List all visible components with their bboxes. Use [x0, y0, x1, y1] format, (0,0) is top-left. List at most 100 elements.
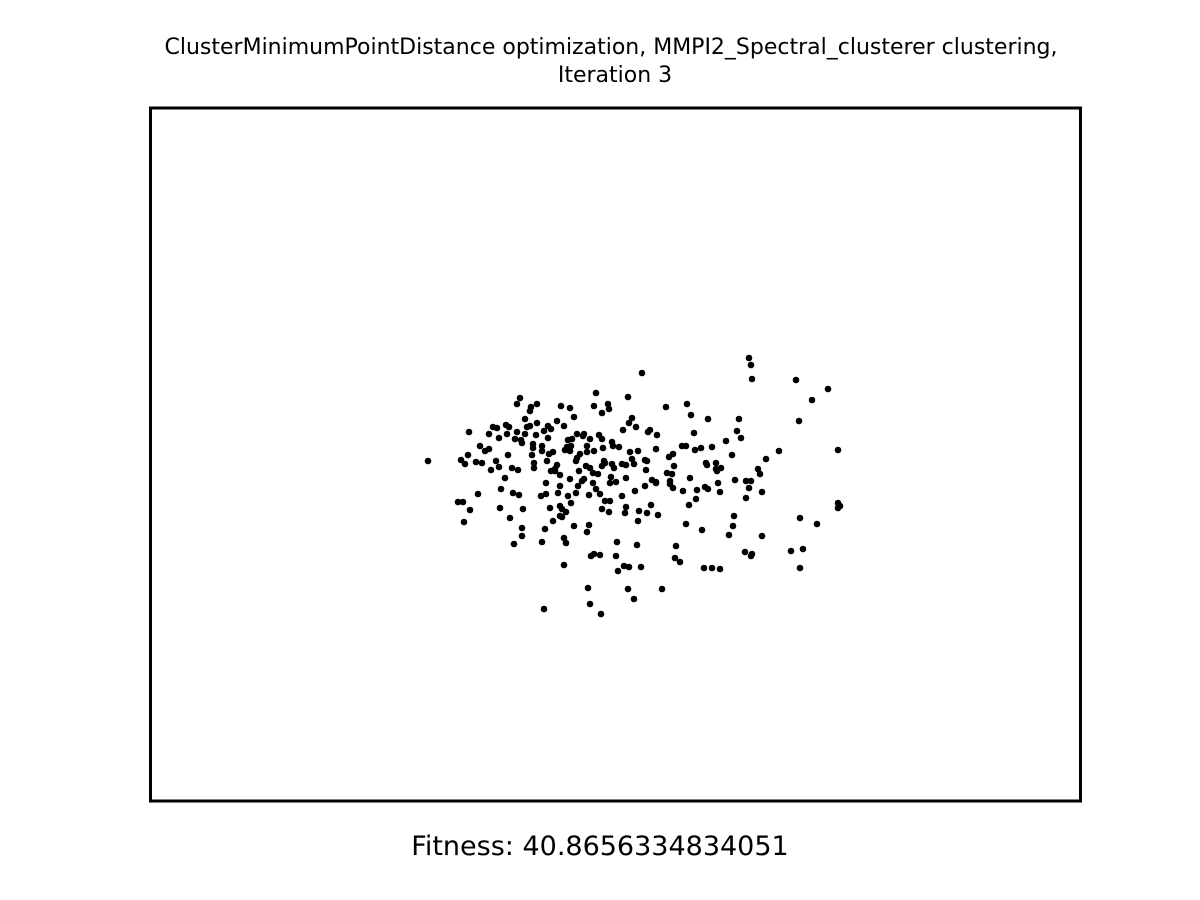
scatter-point: [528, 451, 536, 459]
scatter-point: [643, 457, 651, 465]
scatter-point: [653, 431, 661, 439]
x-axis-label: Fitness: 40.8656334834051: [411, 831, 788, 862]
scatter-point: [796, 514, 804, 522]
scatter-point: [589, 479, 597, 487]
scatter-point: [615, 443, 623, 451]
scatter-point: [647, 501, 655, 509]
scatter-point: [485, 430, 493, 438]
scatter-point: [654, 511, 662, 519]
scatter-point: [598, 435, 606, 443]
scatter-point: [722, 437, 730, 445]
scatter-point: [544, 434, 552, 442]
scatter-point: [454, 498, 462, 506]
scatter-point: [566, 404, 574, 412]
scatter-point: [670, 462, 678, 470]
scatter-point: [457, 456, 465, 464]
scatter-point: [608, 460, 616, 468]
scatter-point: [527, 403, 535, 411]
scatter-point: [745, 484, 753, 492]
scatter-point: [622, 461, 630, 469]
scatter-point: [631, 487, 639, 495]
scatter-point: [564, 492, 572, 500]
scatter-point: [612, 552, 620, 560]
scatter-point: [583, 448, 591, 456]
scatter-point: [542, 479, 550, 487]
scatter-point: [658, 585, 666, 593]
scatter-point: [704, 415, 712, 423]
scatter-point: [461, 460, 469, 468]
scatter-point: [745, 354, 753, 362]
scatter-point: [742, 494, 750, 502]
scatter-point: [671, 554, 679, 562]
scatter-point: [597, 610, 605, 618]
scatter-point: [679, 487, 687, 495]
scatter-point: [663, 469, 671, 477]
scatter-point: [666, 477, 674, 485]
scatter-point: [741, 548, 749, 556]
scatter-point: [505, 423, 513, 431]
scatter-point: [487, 466, 495, 474]
scatter-point: [474, 490, 482, 498]
scatter-point: [542, 490, 550, 498]
scatter-point: [540, 427, 548, 435]
scatter-point: [712, 459, 720, 467]
scatter-point: [730, 512, 738, 520]
scatter-point: [756, 470, 764, 478]
scatter-point: [620, 562, 628, 570]
scatter-point: [586, 600, 594, 608]
scatter-point: [628, 414, 636, 422]
scatter-point: [573, 430, 581, 438]
scatter-point: [626, 448, 634, 456]
scatter-point: [489, 423, 497, 431]
scatter-point: [510, 540, 518, 548]
scatter-point: [692, 495, 700, 503]
scatter-point: [478, 459, 486, 467]
scatter-point: [635, 507, 643, 515]
scatter-point: [652, 445, 660, 453]
scatter-point: [601, 459, 609, 467]
scatter-point: [553, 417, 561, 425]
scatter-point: [685, 501, 693, 509]
scatter-point: [637, 563, 645, 571]
scatter-point: [606, 479, 614, 487]
scatter-point: [628, 455, 636, 463]
scatter-point: [758, 532, 766, 540]
scatter-point: [682, 442, 690, 450]
scatter-point: [834, 499, 842, 507]
scatter-point: [731, 476, 739, 484]
scatter-point: [691, 446, 699, 454]
scatter-point: [508, 464, 516, 472]
scatter-point: [592, 389, 600, 397]
chart-subtitle: Iteration 3: [558, 63, 672, 88]
scatter-point: [605, 405, 613, 413]
scatter-point: [472, 458, 480, 466]
scatter-point: [567, 499, 575, 507]
scatter-point: [643, 509, 651, 517]
scatter-point: [495, 463, 503, 471]
scatter-point: [572, 457, 580, 465]
scatter-point: [693, 486, 701, 494]
scatter-point: [742, 477, 750, 485]
scatter-point: [515, 491, 523, 499]
scatter-point: [633, 541, 641, 549]
scatter-point: [737, 434, 745, 442]
scatter-point: [570, 522, 578, 530]
scatter-point: [676, 558, 684, 566]
scatter-point: [590, 447, 598, 455]
scatter-point: [506, 514, 514, 522]
scatter-point: [460, 518, 468, 526]
scatter-point: [596, 551, 604, 559]
scatter-point: [594, 470, 602, 478]
scatter-point: [682, 520, 690, 528]
scatter-point: [585, 521, 593, 529]
scatter-points: [424, 354, 844, 618]
scatter-point: [624, 393, 632, 401]
scatter-point: [556, 482, 564, 490]
scatter-point: [612, 478, 620, 486]
scatter-point: [748, 375, 756, 383]
scatter-point: [575, 467, 583, 475]
scatter-point: [518, 439, 526, 447]
scatter-point: [587, 552, 595, 560]
scatter-point: [496, 504, 504, 512]
scatter-point: [465, 428, 473, 436]
